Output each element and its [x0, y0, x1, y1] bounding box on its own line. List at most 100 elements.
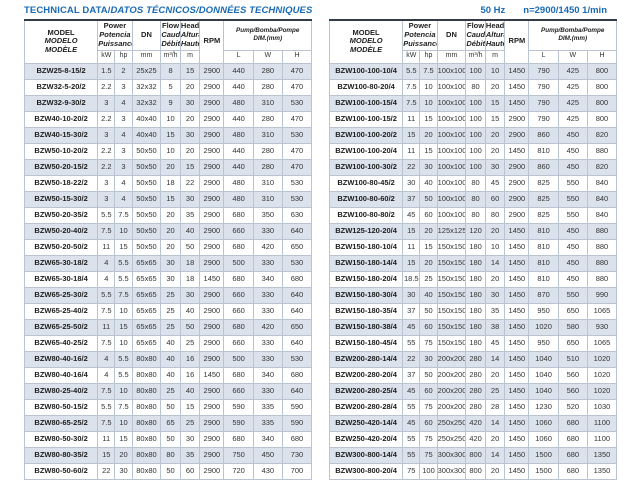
- value-cell: 100: [465, 158, 486, 176]
- value-cell: 15: [114, 430, 133, 448]
- model-cell: BZW80-80-35/2: [23, 446, 99, 464]
- value-cell: 11: [97, 238, 116, 256]
- value-cell: 65x65: [131, 286, 162, 304]
- value-cell: 530: [281, 350, 313, 368]
- value-cell: 470: [281, 142, 313, 160]
- value-cell: 65: [160, 414, 181, 432]
- value-cell: 20: [179, 78, 201, 96]
- table-header: MODEL MODELO MODÈLE Power Potencia Puiss…: [23, 19, 313, 64]
- value-cell: 38: [484, 318, 506, 336]
- value-cell: 50: [160, 398, 181, 416]
- value-cell: 440: [223, 110, 254, 128]
- value-cell: 660: [223, 382, 254, 400]
- value-cell: 100x100: [436, 126, 467, 144]
- value-cell: 680: [223, 238, 254, 256]
- value-cell: 650: [557, 302, 588, 320]
- value-cell: 10: [114, 302, 133, 320]
- value-cell: 4: [114, 94, 133, 112]
- value-cell: 100x100: [436, 78, 467, 96]
- value-cell: 40: [160, 334, 181, 352]
- value-cell: 5.5: [97, 286, 116, 304]
- value-cell: 100: [465, 62, 486, 80]
- value-cell: 7.5: [97, 334, 116, 352]
- value-cell: 810: [528, 270, 559, 288]
- value-cell: 630: [281, 206, 313, 224]
- value-cell: 16: [179, 350, 201, 368]
- table-row: BZW50-18-22/2 3 4 50x50 18 22 2900 480 310 530: [23, 174, 313, 192]
- model-cell: BZW150-180-14/4: [328, 254, 404, 272]
- value-cell: 20: [160, 158, 181, 176]
- value-cell: 10: [114, 414, 133, 432]
- value-cell: 680: [557, 414, 588, 432]
- value-cell: 2900: [199, 110, 225, 128]
- table-row: BZW80-50-15/2 5.5 7.5 80x80 50 15 2900 590 335 59…: [23, 398, 313, 416]
- value-cell: 100x100: [436, 142, 467, 160]
- value-cell: 800: [586, 62, 618, 80]
- value-cell: 880: [586, 254, 618, 272]
- value-cell: 7.5: [402, 78, 421, 96]
- value-cell: 680: [223, 318, 254, 336]
- value-cell: 40: [160, 366, 181, 384]
- value-cell: 1450: [504, 270, 530, 288]
- value-cell: 15: [402, 254, 421, 272]
- value-cell: 10: [419, 94, 438, 112]
- value-cell: 60: [179, 462, 201, 480]
- value-cell: 2900: [504, 126, 530, 144]
- value-cell: 50x50: [131, 206, 162, 224]
- value-cell: 55: [402, 334, 421, 352]
- value-cell: 590: [281, 398, 313, 416]
- value-cell: 7.5: [402, 94, 421, 112]
- value-cell: 55: [402, 446, 421, 464]
- value-cell: 15: [160, 190, 181, 208]
- value-cell: 50: [179, 318, 201, 336]
- model-cell: BZW125-120-20/4: [328, 222, 404, 240]
- value-cell: 2900: [199, 78, 225, 96]
- value-cell: 35: [179, 206, 201, 224]
- value-cell: 1060: [528, 414, 559, 432]
- value-cell: 450: [252, 446, 283, 464]
- model-cell: BZW65-40-25/2: [23, 334, 99, 352]
- model-cell: BZW50-20-50/2: [23, 238, 99, 256]
- model-cell: BZW100-100-20/2: [328, 126, 404, 144]
- value-cell: 420: [465, 414, 486, 432]
- value-cell: 1450: [504, 334, 530, 352]
- hp-unit: hp: [114, 49, 133, 64]
- value-cell: 530: [281, 94, 313, 112]
- value-cell: 800: [465, 462, 486, 480]
- value-cell: 25: [419, 270, 438, 288]
- value-cell: 80x80: [131, 462, 162, 480]
- value-cell: 1450: [504, 62, 530, 80]
- model-cell: BZW150-180-35/4: [328, 302, 404, 320]
- value-cell: 870: [528, 286, 559, 304]
- table-row: BZW50-10-20/2 2.2 3 50x50 10 20 2900 440 280 470: [23, 142, 313, 160]
- model-cell: BZW50-18-22/2: [23, 174, 99, 192]
- model-cell: BZW100-80-45/2: [328, 174, 404, 192]
- value-cell: 65x65: [131, 254, 162, 272]
- value-cell: 420: [465, 430, 486, 448]
- value-cell: 40x40: [131, 126, 162, 144]
- value-cell: 20: [484, 126, 506, 144]
- value-cell: 930: [586, 318, 618, 336]
- value-cell: 7.5: [419, 62, 438, 80]
- value-cell: 65x65: [131, 334, 162, 352]
- table-row: BZW80-40-16/4 4 5.5 80x80 40 16 1450 680 340 680: [23, 366, 313, 384]
- value-cell: 75: [419, 334, 438, 352]
- table-row: BZW150-180-14/4 15 20 150x150 180 14 1450 810 45…: [328, 254, 618, 272]
- speed-value: n=2900/1450 1/min: [523, 5, 607, 16]
- value-cell: 450: [557, 254, 588, 272]
- value-cell: 1450: [504, 398, 530, 416]
- value-cell: 80x80: [131, 414, 162, 432]
- value-cell: 14: [484, 350, 506, 368]
- value-cell: 7.5: [114, 286, 133, 304]
- value-cell: 2900: [199, 222, 225, 240]
- value-cell: 880: [586, 270, 618, 288]
- value-cell: 1065: [586, 334, 618, 352]
- value-cell: 80x80: [131, 430, 162, 448]
- value-cell: 30: [402, 174, 421, 192]
- value-cell: 20: [484, 366, 506, 384]
- value-cell: 420: [252, 318, 283, 336]
- value-cell: 420: [252, 238, 283, 256]
- value-cell: 30: [484, 286, 506, 304]
- value-cell: 1230: [528, 398, 559, 416]
- hp-unit: hp: [419, 49, 438, 64]
